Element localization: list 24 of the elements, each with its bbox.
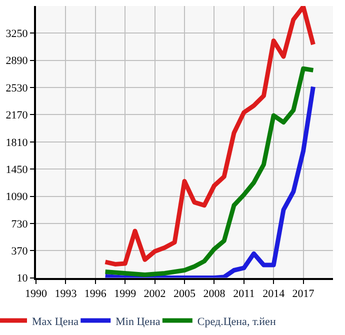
- y-tick-label: 1090: [6, 191, 28, 204]
- y-tick-label: 1810: [6, 136, 28, 149]
- y-tick-label: 2890: [6, 55, 28, 68]
- x-tick-label: 2002: [144, 288, 166, 300]
- y-tick-label: 3250: [6, 28, 28, 40]
- x-tick-label: 1996: [84, 288, 107, 300]
- x-tick-label: 2008: [203, 288, 226, 300]
- y-tick-label: 370: [11, 245, 28, 258]
- x-tick-label: 2014: [262, 288, 286, 300]
- legend-label: Max Цена: [32, 316, 79, 328]
- x-tick-label: 2011: [233, 288, 255, 300]
- y-tick-label: 2530: [6, 82, 28, 94]
- legend-label: Сред.Цена, т.йен: [197, 316, 276, 328]
- x-tick-label: 1999: [114, 288, 137, 300]
- x-tick-label: 2017: [292, 288, 315, 300]
- y-tick-label: 730: [11, 218, 28, 230]
- x-tick-label: 1990: [25, 288, 48, 300]
- x-tick-label: 1993: [54, 288, 78, 300]
- y-tick-label: 2170: [6, 110, 28, 122]
- line-series: [103, 6, 316, 266]
- y-tick-label: 1450: [6, 164, 28, 176]
- y-tick-label: 10: [16, 272, 28, 285]
- legend-label: Min Цена: [116, 316, 160, 328]
- x-tick-label: 2005: [174, 288, 196, 300]
